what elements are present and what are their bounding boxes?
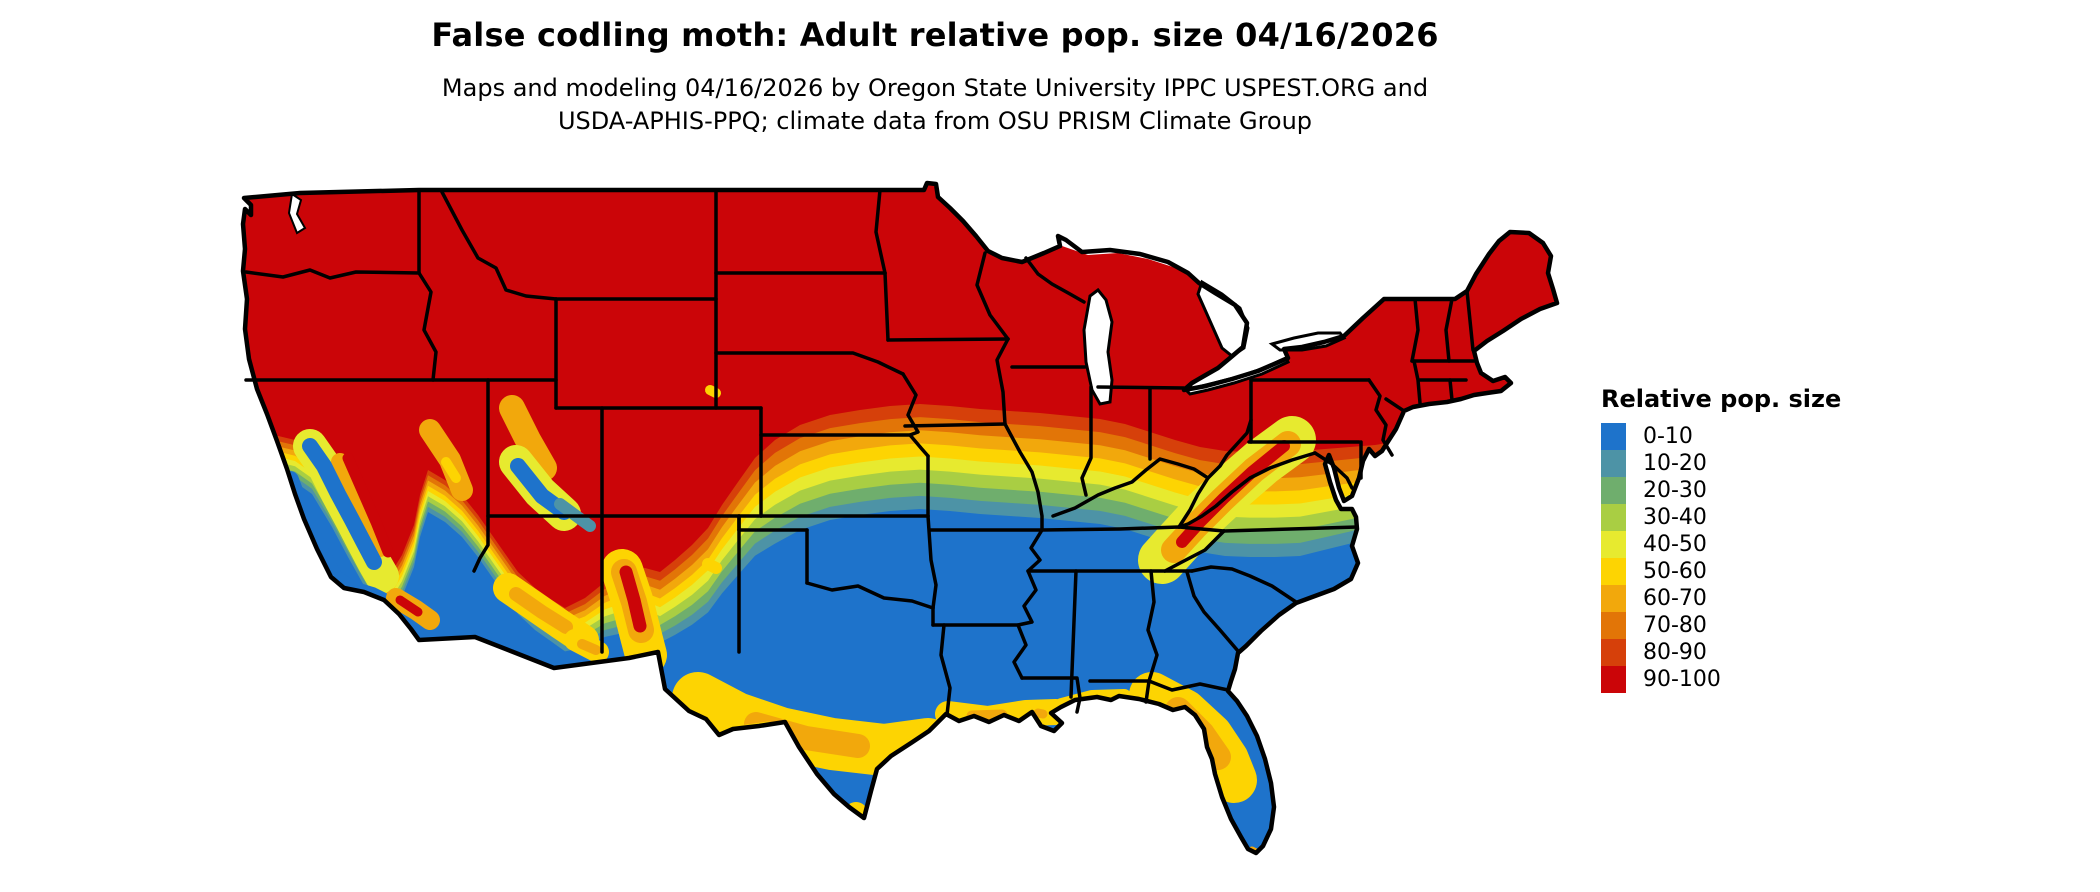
legend-label: 0-10: [1643, 424, 1693, 449]
legend-item: 40-50: [1601, 531, 1841, 558]
legend-label: 90-100: [1643, 667, 1721, 692]
legend-item: 70-80: [1601, 612, 1841, 639]
legend-title: Relative pop. size: [1601, 385, 1842, 413]
legend-swatch: [1601, 666, 1626, 693]
legend-swatch: [1601, 639, 1626, 666]
legend-item: 0-10: [1601, 423, 1841, 450]
legend-swatch: [1601, 531, 1626, 558]
legend-swatch: [1601, 477, 1626, 504]
legend-label: 70-80: [1643, 613, 1707, 638]
legend-item: 60-70: [1601, 585, 1841, 612]
legend-label: 40-50: [1643, 532, 1707, 557]
legend-label: 10-20: [1643, 451, 1707, 476]
map-title: False codling moth: Adult relative pop. …: [431, 16, 1439, 54]
legend-label: 50-60: [1643, 559, 1707, 584]
legend-swatch: [1601, 612, 1626, 639]
legend-label: 30-40: [1643, 505, 1707, 530]
legend-swatch: [1601, 585, 1626, 612]
legend-item: 90-100: [1601, 666, 1841, 693]
legend-item: 50-60: [1601, 558, 1841, 585]
legend-item: 10-20: [1601, 450, 1841, 477]
legend-item: 20-30: [1601, 477, 1841, 504]
map-subtitle-line2: USDA-APHIS-PPQ; climate data from OSU PR…: [557, 107, 1313, 135]
legend-item: 80-90: [1601, 639, 1841, 666]
legend-swatch: [1601, 558, 1626, 585]
legend-item: 30-40: [1601, 504, 1841, 531]
title-block: False codling moth: Adult relative pop. …: [200, 16, 1670, 138]
map-subtitle-line1: Maps and modeling 04/16/2026 by Oregon S…: [441, 74, 1429, 102]
legend-swatch: [1601, 423, 1626, 450]
legend-label: 60-70: [1643, 586, 1707, 611]
legend-label: 20-30: [1643, 478, 1707, 503]
legend: Relative pop. size 0-10 10-20 20-30 30-40 40…: [1601, 385, 1841, 693]
legend-label: 80-90: [1643, 640, 1707, 665]
legend-swatch: [1601, 504, 1626, 531]
legend-items: 0-10 10-20 20-30 30-40 40-50 50-60 60-70 70-80 8…: [1601, 423, 1841, 693]
legend-swatch: [1601, 450, 1626, 477]
